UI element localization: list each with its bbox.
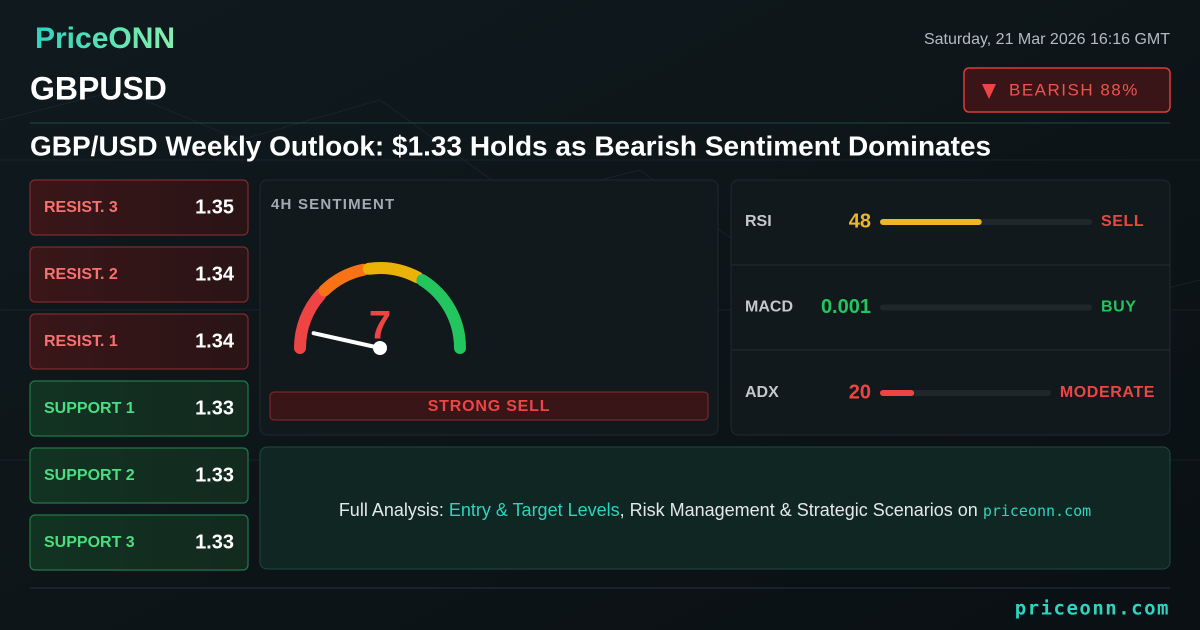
badge xyxy=(963,67,1171,113)
verdict-box xyxy=(269,391,709,421)
level-value: 1.33 xyxy=(195,464,234,486)
sentiment-score: 7 xyxy=(369,304,391,348)
indicators: RSI 48 SELL MACD 0.001 BUY ADX 20 MODERATE xyxy=(745,210,1155,403)
gauge-hub xyxy=(373,341,387,355)
level-value: 1.33 xyxy=(195,531,234,553)
level-value: 1.34 xyxy=(195,263,235,285)
level-label: SUPPORT 1 xyxy=(44,400,135,417)
indicator-value: 20 xyxy=(849,381,871,403)
headline: GBP/USD Weekly Outlook: $1.33 Holds as B… xyxy=(30,130,991,161)
indicator-value: 0.001 xyxy=(821,296,871,318)
level-box xyxy=(29,447,249,504)
down-arrow xyxy=(982,84,996,99)
gauge-arc xyxy=(362,262,424,284)
verdict: STRONG SELL xyxy=(428,398,551,415)
level-box xyxy=(29,246,249,303)
level-box xyxy=(29,313,249,370)
level-box xyxy=(29,380,249,437)
level-value: 1.34 xyxy=(195,330,235,352)
date: Saturday, 21 Mar 2026 16:16 GMT xyxy=(924,31,1170,48)
gauge xyxy=(294,262,466,355)
indicator-name: ADX xyxy=(745,384,779,401)
indicator-bar xyxy=(880,390,915,396)
cta-panel xyxy=(259,446,1171,570)
indicator-name: RSI xyxy=(745,213,772,230)
cta-text: Full Analysis: Entry & Target Levels, Ri… xyxy=(339,500,1091,520)
level-label: RESIST. 1 xyxy=(44,333,118,350)
indicator-signal: SELL xyxy=(1101,213,1144,230)
level-value: 1.33 xyxy=(195,397,234,419)
indicator-name: MACD xyxy=(745,299,793,316)
indicator-track xyxy=(880,304,1092,311)
level-value: 1.35 xyxy=(195,196,234,218)
gauge-arc xyxy=(416,274,466,354)
indicator-track xyxy=(880,390,1051,396)
level-label: RESIST. 3 xyxy=(44,199,118,216)
level-label: SUPPORT 3 xyxy=(44,534,135,551)
indicator-signal: BUY xyxy=(1101,299,1137,316)
cta-part: Full Analysis: xyxy=(339,500,449,520)
sentiment-panel xyxy=(259,179,719,436)
cta-site[interactable]: priceonn.com xyxy=(983,502,1091,520)
indicator-bar xyxy=(880,219,982,225)
levels: RESIST. 3 1.35 RESIST. 2 1.34 RESIST. 1 1.34 S… xyxy=(29,179,249,571)
symbol: GBPUSD xyxy=(30,70,167,106)
sentiment-title: 4H SENTIMENT xyxy=(271,196,395,213)
badge-text: BEARISH 88% xyxy=(1009,80,1139,99)
indicator-value: 48 xyxy=(849,210,871,232)
gauge-needle xyxy=(311,331,382,350)
level-box xyxy=(29,514,249,571)
level-label: RESIST. 2 xyxy=(44,266,118,283)
cta-part: , Risk Management & Strategic Scenarios … xyxy=(620,500,983,520)
brand: PriceONN xyxy=(35,22,175,55)
gauge-arc xyxy=(318,263,370,297)
gauge-arc xyxy=(294,288,327,354)
cta-link-text: Entry & Target Levels xyxy=(449,500,620,520)
indicator-signal: MODERATE xyxy=(1060,384,1155,401)
level-label: SUPPORT 2 xyxy=(44,467,135,484)
footer-site[interactable]: priceonn.com xyxy=(1015,598,1170,620)
level-box xyxy=(29,179,249,236)
